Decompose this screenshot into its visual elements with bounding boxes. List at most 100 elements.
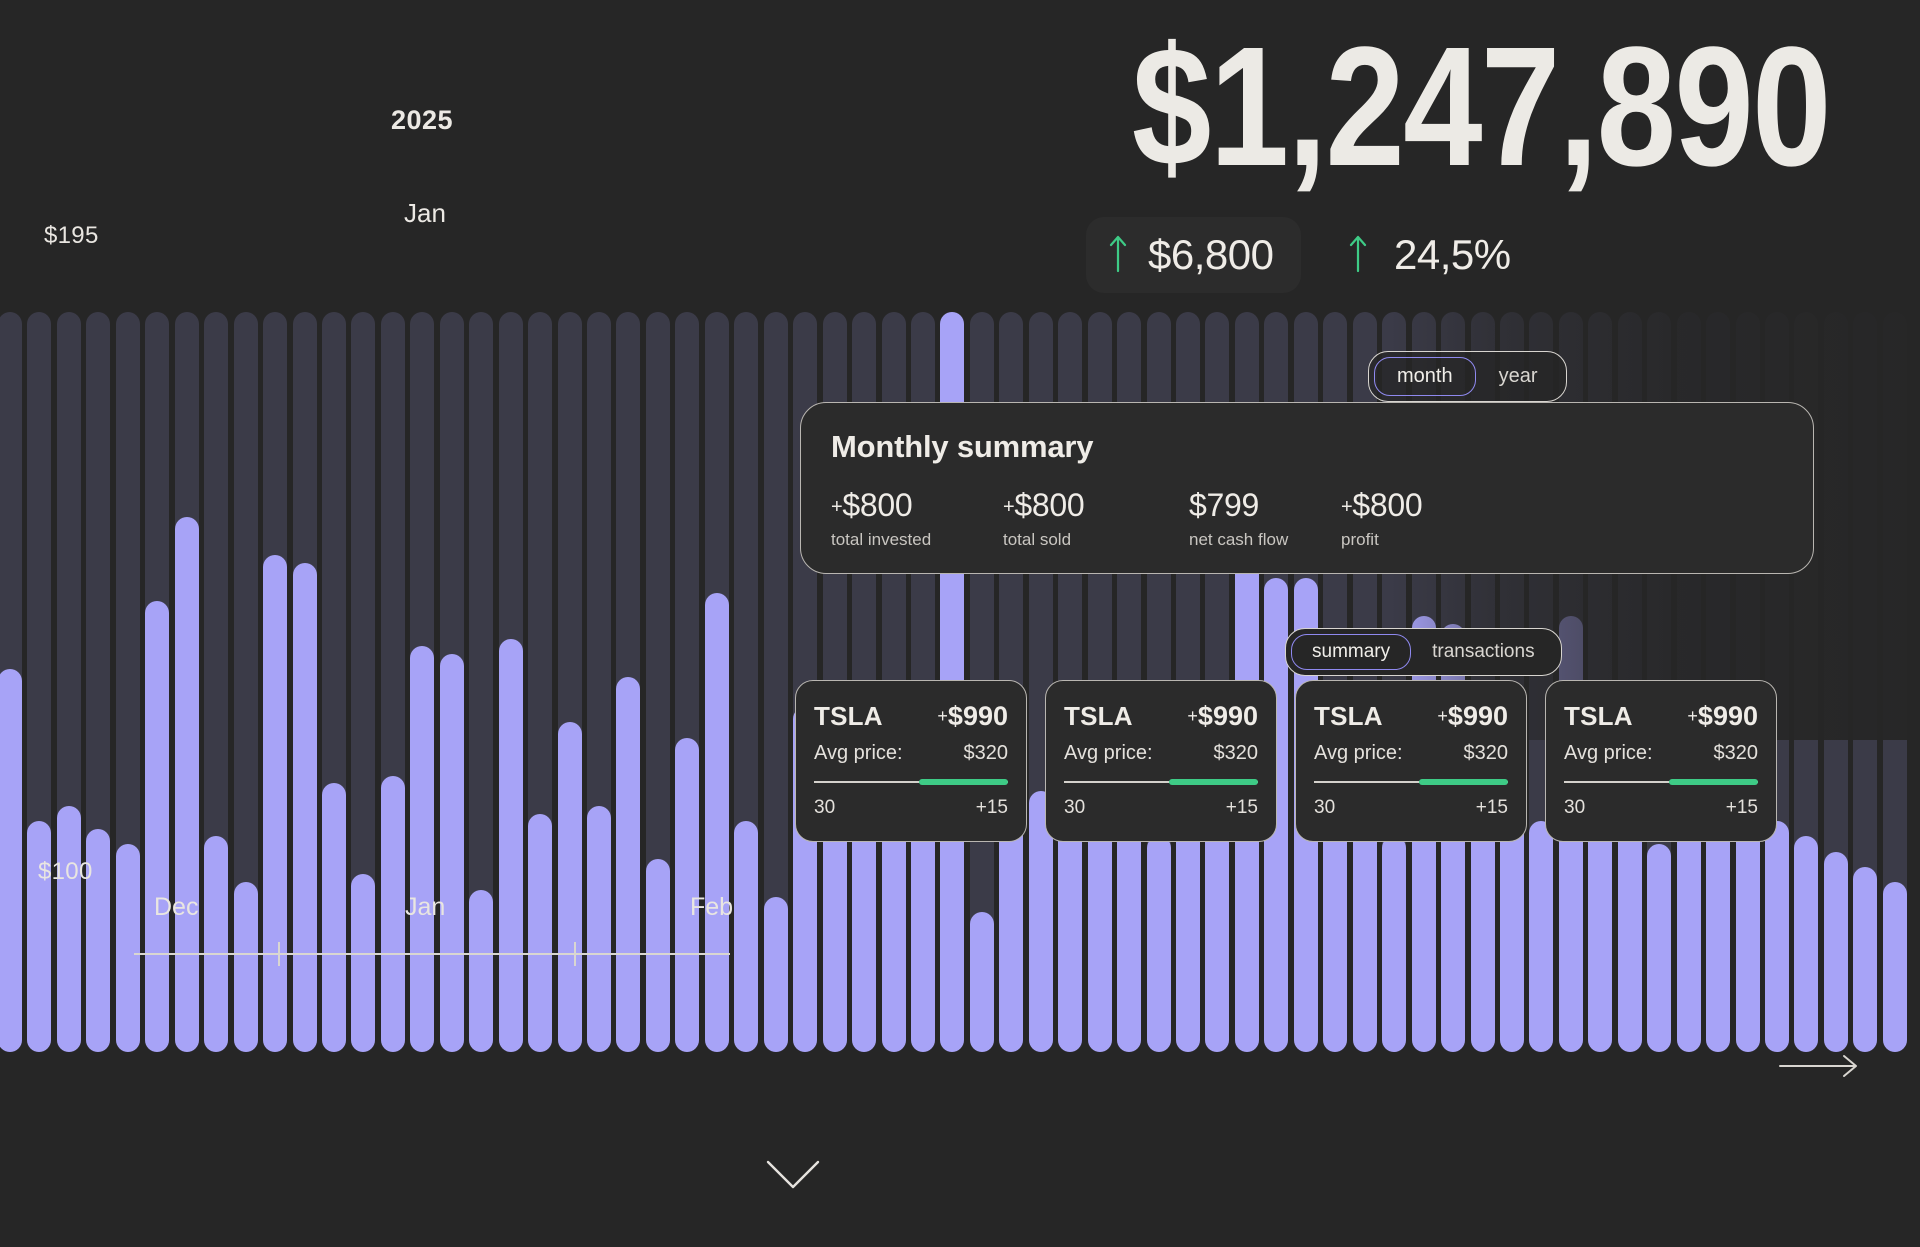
chart-bar-value [1205, 813, 1230, 1052]
chart-bar[interactable] [0, 312, 22, 1052]
position-card[interactable]: TSLA +$990 Avg price: $320 30 +15 [795, 680, 1027, 842]
chart-bar-value [1499, 806, 1524, 1052]
delta-percent-value: 24,5% [1394, 231, 1511, 278]
chart-bar[interactable] [439, 312, 464, 1052]
chart-bar[interactable] [498, 312, 523, 1052]
position-change: +$990 [1437, 701, 1508, 732]
position-change-sign: + [1687, 706, 1698, 726]
chart-bar-value [27, 821, 52, 1052]
chart-bar-value [115, 844, 140, 1052]
timeline-scrubber[interactable] [134, 942, 730, 966]
arrow-right-icon[interactable] [1778, 1053, 1860, 1084]
chart-bar-value [763, 897, 788, 1052]
chart-bar-value [1823, 851, 1848, 1052]
chart-bar[interactable] [351, 312, 376, 1052]
total-balance: $1,247,890 [1132, 12, 1832, 202]
chart-bar-value [1706, 806, 1731, 1052]
summary-metric-value: +$800 [1341, 487, 1423, 524]
position-meter-track [1314, 781, 1508, 783]
position-meter-fill [918, 779, 1008, 785]
chevron-down-icon[interactable] [765, 1159, 821, 1196]
chart-bar[interactable] [263, 312, 288, 1052]
position-shares: 30 [814, 797, 836, 818]
chart-bar-value [616, 676, 641, 1052]
chart-bar-value [1529, 821, 1554, 1052]
position-meter-fill [1168, 779, 1258, 785]
chart-bar[interactable] [233, 312, 258, 1052]
period-option-month[interactable]: month [1374, 357, 1476, 396]
summary-metric-amount: $799 [1189, 487, 1259, 523]
chart-bar-value [321, 783, 346, 1052]
chart-bar[interactable] [380, 312, 405, 1052]
view-option-transactions[interactable]: transactions [1432, 641, 1535, 662]
position-change-amount: $990 [1447, 701, 1508, 731]
position-card[interactable]: TSLA +$990 Avg price: $320 30 +15 [1545, 680, 1777, 842]
position-shares-delta: +15 [975, 797, 1008, 818]
position-change-amount: $990 [1697, 701, 1758, 731]
chart-bar-value [734, 821, 759, 1052]
chart-bar[interactable] [528, 312, 553, 1052]
chart-bar[interactable] [292, 312, 317, 1052]
delta-percent-badge[interactable]: 24,5% [1338, 217, 1521, 293]
position-change-sign: + [1437, 706, 1448, 726]
chart-bar-value [675, 737, 700, 1052]
position-avg-price: $320 [963, 742, 1009, 764]
delta-amount-badge[interactable]: $6,800 [1086, 217, 1302, 293]
position-change-amount: $990 [1197, 701, 1258, 731]
y-axis-max-label: $195 [44, 222, 99, 249]
chart-bar[interactable] [174, 312, 199, 1052]
summary-metric-label: profit [1341, 530, 1379, 549]
monthly-summary-card: Monthly summary +$800 total invested +$800… [800, 402, 1814, 574]
chart-bar-value [704, 593, 729, 1052]
period-option-year[interactable]: year [1498, 365, 1538, 387]
chart-bar-value [1146, 836, 1171, 1052]
chart-bar-value [528, 813, 553, 1052]
summary-metric-value: +$800 [1003, 487, 1189, 524]
chart-bar[interactable] [145, 312, 170, 1052]
chart-bar[interactable] [675, 312, 700, 1052]
chart-bar-value [1794, 836, 1819, 1052]
chart-bar[interactable] [587, 312, 611, 1052]
chart-bar[interactable] [616, 312, 641, 1052]
x-axis-month-label: Feb [690, 893, 734, 921]
chart-bar[interactable] [204, 312, 229, 1052]
position-ticker: TSLA [1064, 701, 1133, 731]
chart-bar-value [410, 646, 435, 1052]
chart-bar[interactable] [56, 312, 81, 1052]
position-card[interactable]: TSLA +$990 Avg price: $320 30 +15 [1045, 680, 1277, 842]
chart-bar-value [233, 882, 258, 1052]
arrow-up-icon [1348, 233, 1368, 278]
summary-metric: +$800 profit [1341, 487, 1423, 550]
chart-bar[interactable] [321, 312, 346, 1052]
position-meter-track [814, 781, 1008, 783]
chart-bar[interactable] [645, 312, 670, 1052]
chart-bar-value [1853, 866, 1878, 1052]
position-meter-fill [1668, 779, 1758, 785]
chart-bar[interactable] [704, 312, 729, 1052]
chart-bar-value [969, 912, 994, 1052]
position-card[interactable]: TSLA +$990 Avg price: $320 30 +15 [1295, 680, 1527, 842]
chart-bar[interactable] [115, 312, 140, 1052]
chart-bar[interactable] [410, 312, 435, 1052]
position-shares: 30 [1064, 797, 1086, 818]
chart-bar-value [174, 517, 199, 1052]
position-avg-price-label: Avg price: [1564, 742, 1653, 764]
summary-metric-label: total invested [831, 530, 932, 549]
summary-metric: +$800 total sold [1003, 487, 1189, 550]
summary-metric-value: $799 [1189, 487, 1341, 524]
position-cards-carousel[interactable]: TSLA +$990 Avg price: $320 30 +15 TSLA +$990 Avg… [795, 680, 1920, 842]
chart-bar[interactable] [27, 312, 52, 1052]
view-toggle[interactable]: summary transactions [1285, 628, 1562, 676]
chart-bar-value [439, 654, 464, 1052]
chart-bar[interactable] [86, 312, 111, 1052]
chart-bar[interactable] [557, 312, 582, 1052]
chart-bar[interactable] [763, 312, 788, 1052]
x-axis-month-label: Jan [405, 893, 446, 921]
period-toggle[interactable]: month year [1368, 351, 1567, 402]
chart-bar[interactable] [734, 312, 759, 1052]
chart-bar[interactable] [469, 312, 494, 1052]
y-axis-min-label: $100 [38, 858, 93, 885]
view-option-summary[interactable]: summary [1291, 634, 1412, 670]
timeline-notch [574, 942, 576, 966]
